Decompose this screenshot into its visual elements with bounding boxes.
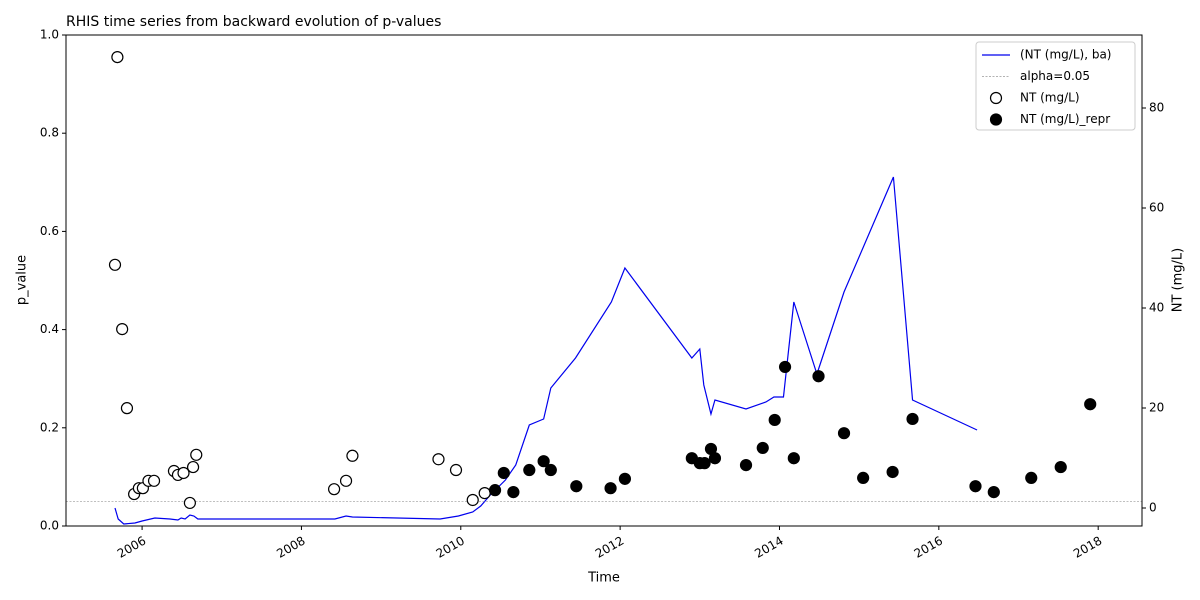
point (570, 480, 583, 493)
point (778, 360, 792, 374)
point (604, 482, 617, 495)
y2-tick-label: 0 (1149, 501, 1157, 515)
y2-tick-label: 20 (1149, 401, 1164, 415)
chart-title: RHIS time series from backward evolution… (66, 14, 441, 30)
point (346, 449, 359, 462)
point (857, 471, 870, 484)
y2-tick-label: 80 (1149, 101, 1164, 115)
y-tick-label: 0.0 (40, 519, 59, 533)
point (111, 50, 124, 64)
y2-axis-label: NT (mg/L) (1171, 248, 1186, 312)
x-tick-label: 2006 (115, 534, 148, 561)
point (186, 460, 200, 474)
point (987, 486, 1000, 499)
point (147, 474, 161, 487)
point (120, 402, 134, 415)
y2-tick-label: 40 (1149, 301, 1164, 315)
series-line (114, 176, 978, 525)
y-tick-label: 1.0 (40, 28, 59, 42)
point (837, 427, 851, 440)
point (177, 466, 190, 480)
point (787, 452, 800, 465)
point (886, 465, 899, 479)
y-axis-label: p_value (15, 255, 30, 305)
legend-box (975, 41, 1136, 131)
y-tick-label: 0.4 (40, 322, 59, 336)
x-tick-label: 2016 (912, 534, 945, 561)
x-tick-label: 2018 (1071, 534, 1104, 561)
y-tick-label: 0.8 (40, 126, 59, 140)
x-axis-label: Time (587, 571, 620, 586)
point (812, 370, 825, 383)
plot-frame (65, 34, 1143, 527)
point (1084, 398, 1097, 411)
point (1025, 471, 1038, 484)
point (190, 448, 203, 461)
point (544, 463, 557, 477)
point (537, 455, 550, 468)
point (906, 412, 919, 426)
point (1054, 460, 1067, 474)
point (497, 466, 510, 480)
point (708, 452, 722, 465)
point (328, 483, 341, 496)
point (698, 457, 711, 470)
legend-label: alpha=0.05 (1020, 69, 1090, 83)
legend-swatch (989, 113, 1003, 126)
point (768, 413, 781, 427)
point (739, 459, 753, 472)
point (756, 441, 769, 455)
point (523, 463, 536, 477)
legend-label: NT (mg/L) (1020, 91, 1080, 105)
y2-tick-label: 60 (1149, 201, 1164, 215)
x-tick-label: 2010 (434, 534, 467, 561)
legend-label: NT (mg/L)_repr (1020, 112, 1110, 126)
point (969, 480, 982, 493)
x-tick-label: 2014 (752, 534, 785, 561)
legend-label: (NT (mg/L), ba) (1020, 48, 1111, 62)
point (116, 323, 129, 336)
x-tick-label: 2012 (593, 534, 626, 561)
point (449, 463, 463, 477)
x-tick-label: 2008 (274, 534, 307, 561)
point (507, 486, 520, 499)
point (339, 474, 353, 487)
point (183, 496, 196, 510)
point (432, 453, 445, 466)
point (488, 484, 502, 497)
y-tick-label: 0.6 (40, 224, 59, 238)
point (478, 487, 491, 500)
y-tick-label: 0.2 (40, 420, 59, 434)
point (108, 258, 122, 271)
point (618, 472, 632, 485)
point (466, 493, 479, 507)
legend-swatch (989, 91, 1003, 105)
